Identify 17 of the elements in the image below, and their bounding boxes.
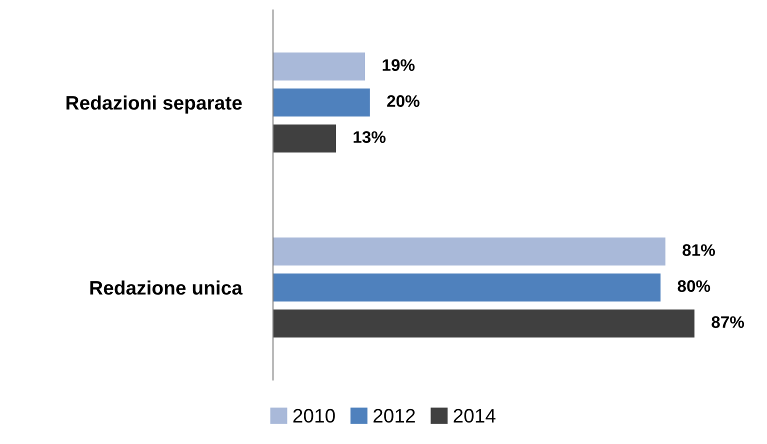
data-label: 81% (682, 244, 715, 256)
legend-label: 2014 (454, 408, 496, 423)
bar (273, 52, 366, 80)
bar (273, 88, 370, 116)
data-label: 80% (678, 280, 710, 292)
bar (273, 310, 694, 338)
data-label: 20% (387, 95, 420, 107)
bar (273, 274, 661, 302)
y-tick-label: Redazioni separate (66, 95, 242, 114)
data-label: 19% (382, 59, 415, 71)
bar (273, 238, 666, 266)
legend-label: 2010 (293, 408, 335, 423)
data-label: 87% (712, 316, 744, 328)
legend-label: 2012 (374, 408, 415, 423)
data-label: 13% (354, 131, 386, 143)
bar (273, 124, 336, 152)
y-tick-label: Redazione unica (90, 280, 243, 295)
